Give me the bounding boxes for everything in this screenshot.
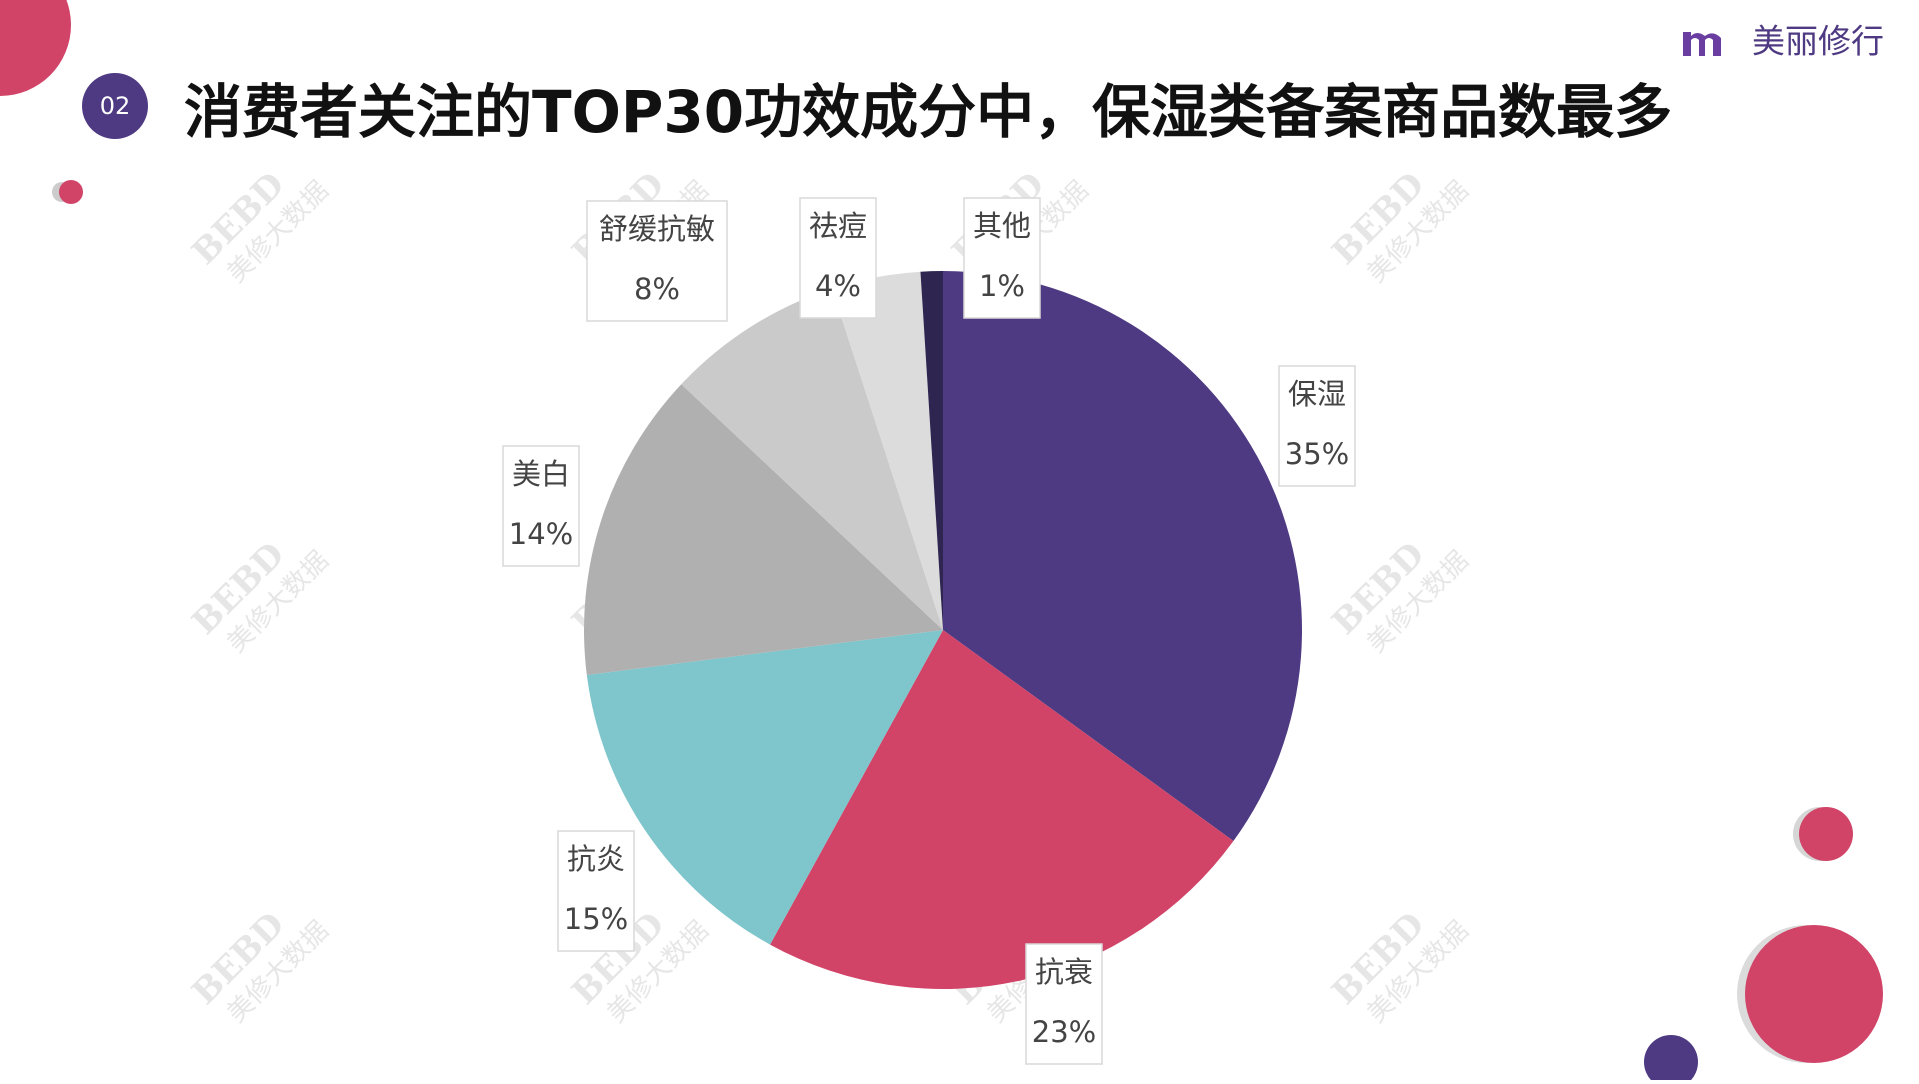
value-label: 8% (634, 272, 680, 306)
brand-logo (1683, 32, 1721, 56)
label-box (963, 197, 1041, 319)
category-label: 祛痘 (809, 209, 867, 243)
value-label: 1% (979, 269, 1025, 303)
badge (82, 73, 148, 139)
value-label: 4% (815, 269, 861, 303)
value-label: 35% (1285, 437, 1349, 471)
decor-circle (1799, 807, 1853, 861)
pie-slice (920, 271, 943, 630)
value-label: 23% (1032, 1015, 1096, 1049)
decor-circle (0, 0, 71, 96)
category-label: 保湿 (1288, 377, 1346, 411)
label-box (502, 445, 580, 567)
pie-slice (943, 271, 1302, 842)
label-box (557, 830, 635, 952)
value-label: 15% (564, 902, 628, 936)
decor-circle (1644, 1035, 1698, 1084)
decor-circle (59, 180, 83, 204)
decor-circle (1745, 925, 1883, 1063)
pie-slice (584, 384, 943, 675)
category-label: 抗衰 (1035, 955, 1093, 989)
category-label: 美白 (512, 457, 570, 491)
pie-slice (681, 288, 943, 630)
category-label: 抗炎 (567, 842, 625, 876)
pie: 保湿 35% 抗衰 23% 抗炎 15% 美白 14% 舒缓抗敏 8% 祛痘 4% 其他 1% (502, 197, 1356, 1065)
category-label: 其他 (973, 209, 1031, 243)
pie-slice (832, 271, 943, 630)
label-box (586, 200, 728, 322)
brand-name: 美丽修行 (1752, 22, 1884, 61)
pie-slice (770, 630, 1234, 989)
value-label: 14% (509, 517, 573, 551)
label-box (1278, 365, 1356, 487)
label-box (1025, 943, 1103, 1065)
badge-text: 02 (100, 92, 131, 120)
pie-slice (586, 630, 943, 945)
label-box (799, 197, 877, 319)
category-label: 舒缓抗敏 (599, 212, 715, 246)
chart-title: 消费者关注的TOP30功效成分中，保湿类备案商品数最多 (184, 78, 1672, 146)
